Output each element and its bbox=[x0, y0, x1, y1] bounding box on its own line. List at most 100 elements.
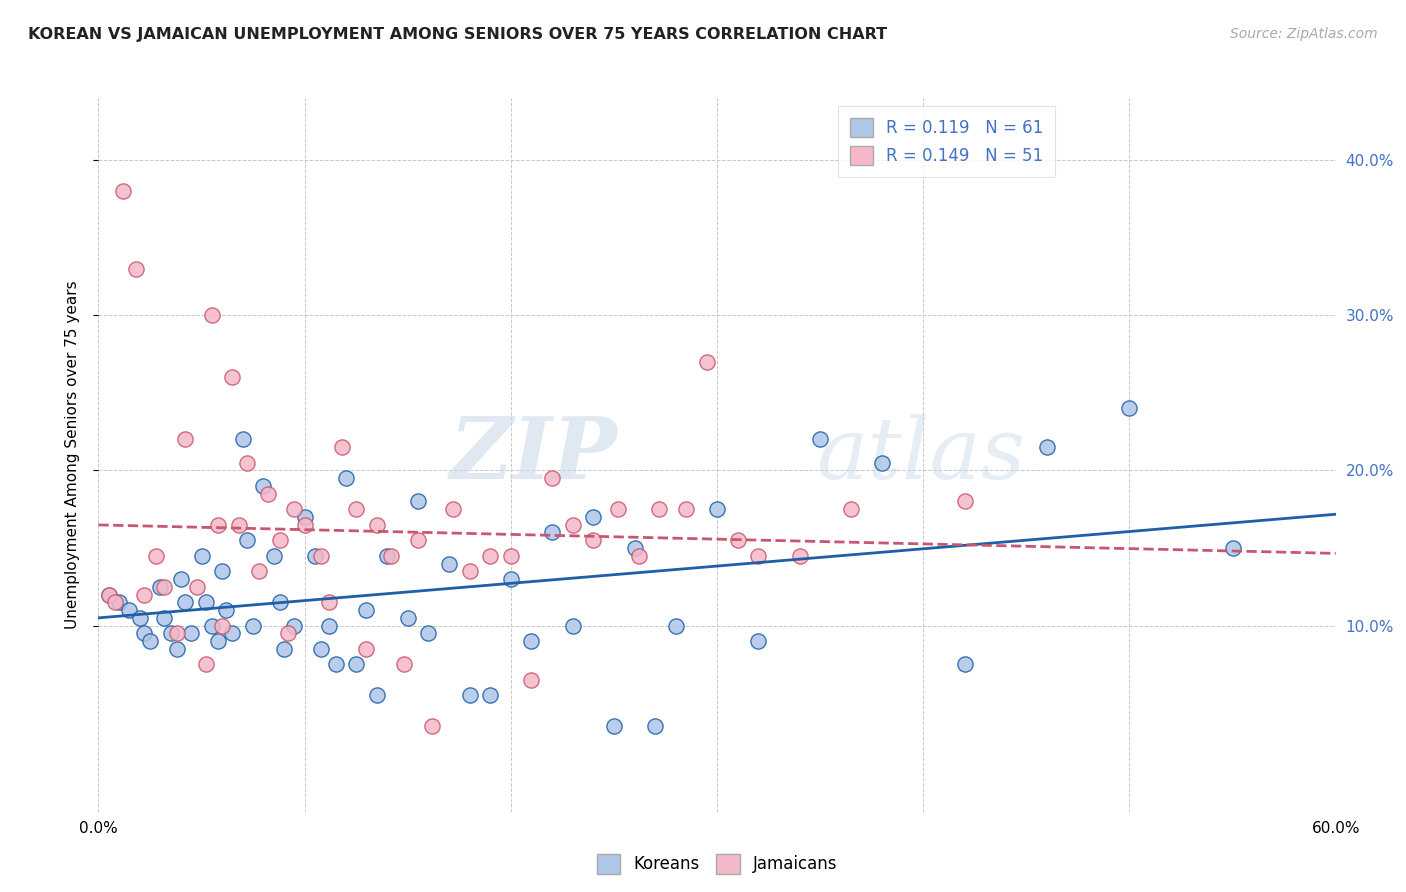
Point bbox=[263, 549, 285, 563]
Point bbox=[520, 673, 543, 687]
Point bbox=[356, 603, 378, 617]
Point bbox=[215, 603, 238, 617]
Point bbox=[330, 440, 353, 454]
Point bbox=[186, 580, 208, 594]
Point bbox=[252, 479, 274, 493]
Point bbox=[335, 471, 357, 485]
Point bbox=[356, 641, 378, 656]
Point bbox=[458, 564, 481, 578]
Point bbox=[422, 719, 444, 733]
Point bbox=[221, 370, 243, 384]
Point bbox=[318, 618, 340, 632]
Point bbox=[118, 603, 141, 617]
Point bbox=[207, 634, 229, 648]
Point bbox=[273, 641, 295, 656]
Point bbox=[207, 517, 229, 532]
Point bbox=[1036, 440, 1059, 454]
Point bbox=[344, 502, 367, 516]
Point bbox=[623, 541, 645, 555]
Point bbox=[256, 486, 278, 500]
Point bbox=[318, 595, 340, 609]
Point bbox=[953, 657, 976, 672]
Point bbox=[541, 525, 564, 540]
Point bbox=[153, 580, 176, 594]
Point bbox=[211, 564, 233, 578]
Point bbox=[153, 611, 176, 625]
Point bbox=[166, 626, 188, 640]
Point bbox=[441, 502, 464, 516]
Point bbox=[392, 657, 415, 672]
Point bbox=[458, 689, 481, 703]
Point bbox=[174, 595, 197, 609]
Point bbox=[603, 719, 626, 733]
Point bbox=[665, 618, 688, 632]
Point bbox=[159, 626, 181, 640]
Point bbox=[396, 611, 419, 625]
Y-axis label: Unemployment Among Seniors over 75 years: Unemployment Among Seniors over 75 years bbox=[65, 281, 80, 629]
Point bbox=[145, 549, 167, 563]
Point bbox=[128, 611, 150, 625]
Point bbox=[269, 595, 291, 609]
Point bbox=[124, 261, 146, 276]
Point bbox=[304, 549, 326, 563]
Point bbox=[294, 517, 316, 532]
Point bbox=[747, 549, 769, 563]
Point bbox=[174, 433, 197, 447]
Point bbox=[242, 618, 264, 632]
Point bbox=[418, 626, 440, 640]
Point bbox=[366, 517, 388, 532]
Point bbox=[644, 719, 666, 733]
Point bbox=[953, 494, 976, 508]
Point bbox=[277, 626, 299, 640]
Point bbox=[132, 588, 155, 602]
Point bbox=[269, 533, 291, 548]
Point bbox=[675, 502, 697, 516]
Point bbox=[325, 657, 347, 672]
Point bbox=[170, 572, 193, 586]
Point bbox=[747, 634, 769, 648]
Point bbox=[221, 626, 243, 640]
Point bbox=[97, 588, 120, 602]
Point bbox=[582, 510, 605, 524]
Point bbox=[607, 502, 630, 516]
Point bbox=[232, 433, 254, 447]
Point bbox=[194, 595, 217, 609]
Point bbox=[582, 533, 605, 548]
Point bbox=[366, 689, 388, 703]
Point bbox=[870, 456, 893, 470]
Point bbox=[706, 502, 728, 516]
Point bbox=[479, 689, 502, 703]
Point bbox=[520, 634, 543, 648]
Text: ZIP: ZIP bbox=[450, 413, 619, 497]
Point bbox=[479, 549, 502, 563]
Point bbox=[499, 572, 522, 586]
Text: Source: ZipAtlas.com: Source: ZipAtlas.com bbox=[1230, 27, 1378, 41]
Point bbox=[727, 533, 749, 548]
Point bbox=[132, 626, 155, 640]
Point bbox=[112, 184, 135, 198]
Point bbox=[561, 618, 583, 632]
Point bbox=[309, 641, 332, 656]
Point bbox=[236, 533, 259, 548]
Point bbox=[180, 626, 202, 640]
Point bbox=[283, 618, 305, 632]
Point bbox=[1222, 541, 1244, 555]
Point bbox=[201, 618, 224, 632]
Text: atlas: atlas bbox=[815, 414, 1025, 496]
Point bbox=[789, 549, 811, 563]
Point bbox=[104, 595, 127, 609]
Point bbox=[696, 355, 718, 369]
Point bbox=[228, 517, 250, 532]
Point bbox=[236, 456, 259, 470]
Legend: Koreans, Jamaicans: Koreans, Jamaicans bbox=[588, 846, 846, 882]
Point bbox=[139, 634, 162, 648]
Point bbox=[437, 557, 460, 571]
Point bbox=[149, 580, 172, 594]
Point bbox=[190, 549, 212, 563]
Point bbox=[166, 641, 188, 656]
Point bbox=[211, 618, 233, 632]
Point bbox=[201, 308, 224, 322]
Point bbox=[194, 657, 217, 672]
Point bbox=[627, 549, 650, 563]
Point bbox=[839, 502, 862, 516]
